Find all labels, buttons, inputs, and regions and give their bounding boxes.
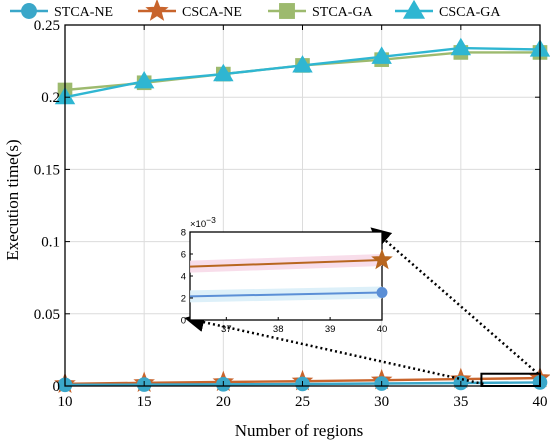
x-tick-label: 25 bbox=[295, 394, 310, 410]
legend-label-csca-ne: CSCA-NE bbox=[182, 5, 242, 20]
y-tick-label: 0.15 bbox=[34, 162, 60, 178]
x-tick-label: 20 bbox=[216, 394, 231, 410]
legend-marker-csca-ga bbox=[402, 0, 426, 19]
y-tick-label: 0.25 bbox=[34, 18, 60, 34]
zoom-callout-bottom bbox=[184, 312, 484, 386]
data-point-csca-ga bbox=[450, 37, 472, 56]
legend-label-stca-ga: STCA-GA bbox=[312, 5, 374, 20]
inset-y-tick-label: 4 bbox=[181, 272, 186, 283]
inset-x-tick-label: 40 bbox=[377, 324, 388, 335]
x-tick-label: 30 bbox=[374, 394, 389, 410]
legend: STCA-NE CSCA-NE STCA-GA CSCA-GA bbox=[10, 0, 501, 21]
data-point-csca-ga bbox=[292, 55, 313, 73]
inset-multiplier: ×10−3 bbox=[190, 215, 216, 230]
y-axis-label: Execution time(s) bbox=[3, 139, 22, 260]
data-point-csca-ga bbox=[213, 63, 234, 82]
legend-label-csca-ga: CSCA-GA bbox=[439, 5, 501, 20]
inset-y-tick-label: 0 bbox=[181, 316, 186, 327]
inset-series-line bbox=[189, 291, 383, 298]
y-tick-label: 0 bbox=[53, 379, 61, 395]
x-tick-label: 35 bbox=[453, 394, 468, 410]
inset-data-point bbox=[371, 248, 393, 270]
legend-marker-csca-ne bbox=[145, 0, 169, 21]
y-tick-label: 0.1 bbox=[41, 235, 60, 251]
x-tick-label: 10 bbox=[58, 394, 73, 410]
legend-marker-stca-ga bbox=[279, 3, 295, 19]
x-axis-label: Number of regions bbox=[235, 421, 363, 440]
y-tick-label: 0.05 bbox=[34, 307, 60, 323]
legend-marker-stca-ne bbox=[21, 3, 37, 19]
inset-y-tick-label: 6 bbox=[181, 250, 186, 261]
inset-x-tick-label: 39 bbox=[325, 324, 336, 335]
legend-label-stca-ne: STCA-NE bbox=[54, 5, 113, 20]
inset-y-tick-label: 2 bbox=[181, 294, 186, 305]
y-tick-label: 0.2 bbox=[41, 90, 60, 106]
zoom-callout-top bbox=[370, 227, 539, 375]
inset-x-tick-label: 38 bbox=[273, 324, 284, 335]
inset-series-line bbox=[189, 259, 383, 268]
inset-plot: 0 2 4 6 8 37 38 39 40 ×10−3 bbox=[181, 215, 393, 335]
x-tick-label: 40 bbox=[533, 394, 548, 410]
x-tick-label: 15 bbox=[137, 394, 152, 410]
inset-data-point bbox=[376, 287, 388, 298]
inset-y-tick-label: 8 bbox=[181, 228, 186, 239]
inset-frame bbox=[189, 231, 383, 321]
inset-x-tick-label: 37 bbox=[221, 324, 232, 335]
data-point-csca-ga bbox=[371, 46, 392, 64]
data-point-csca-ga bbox=[133, 70, 155, 89]
